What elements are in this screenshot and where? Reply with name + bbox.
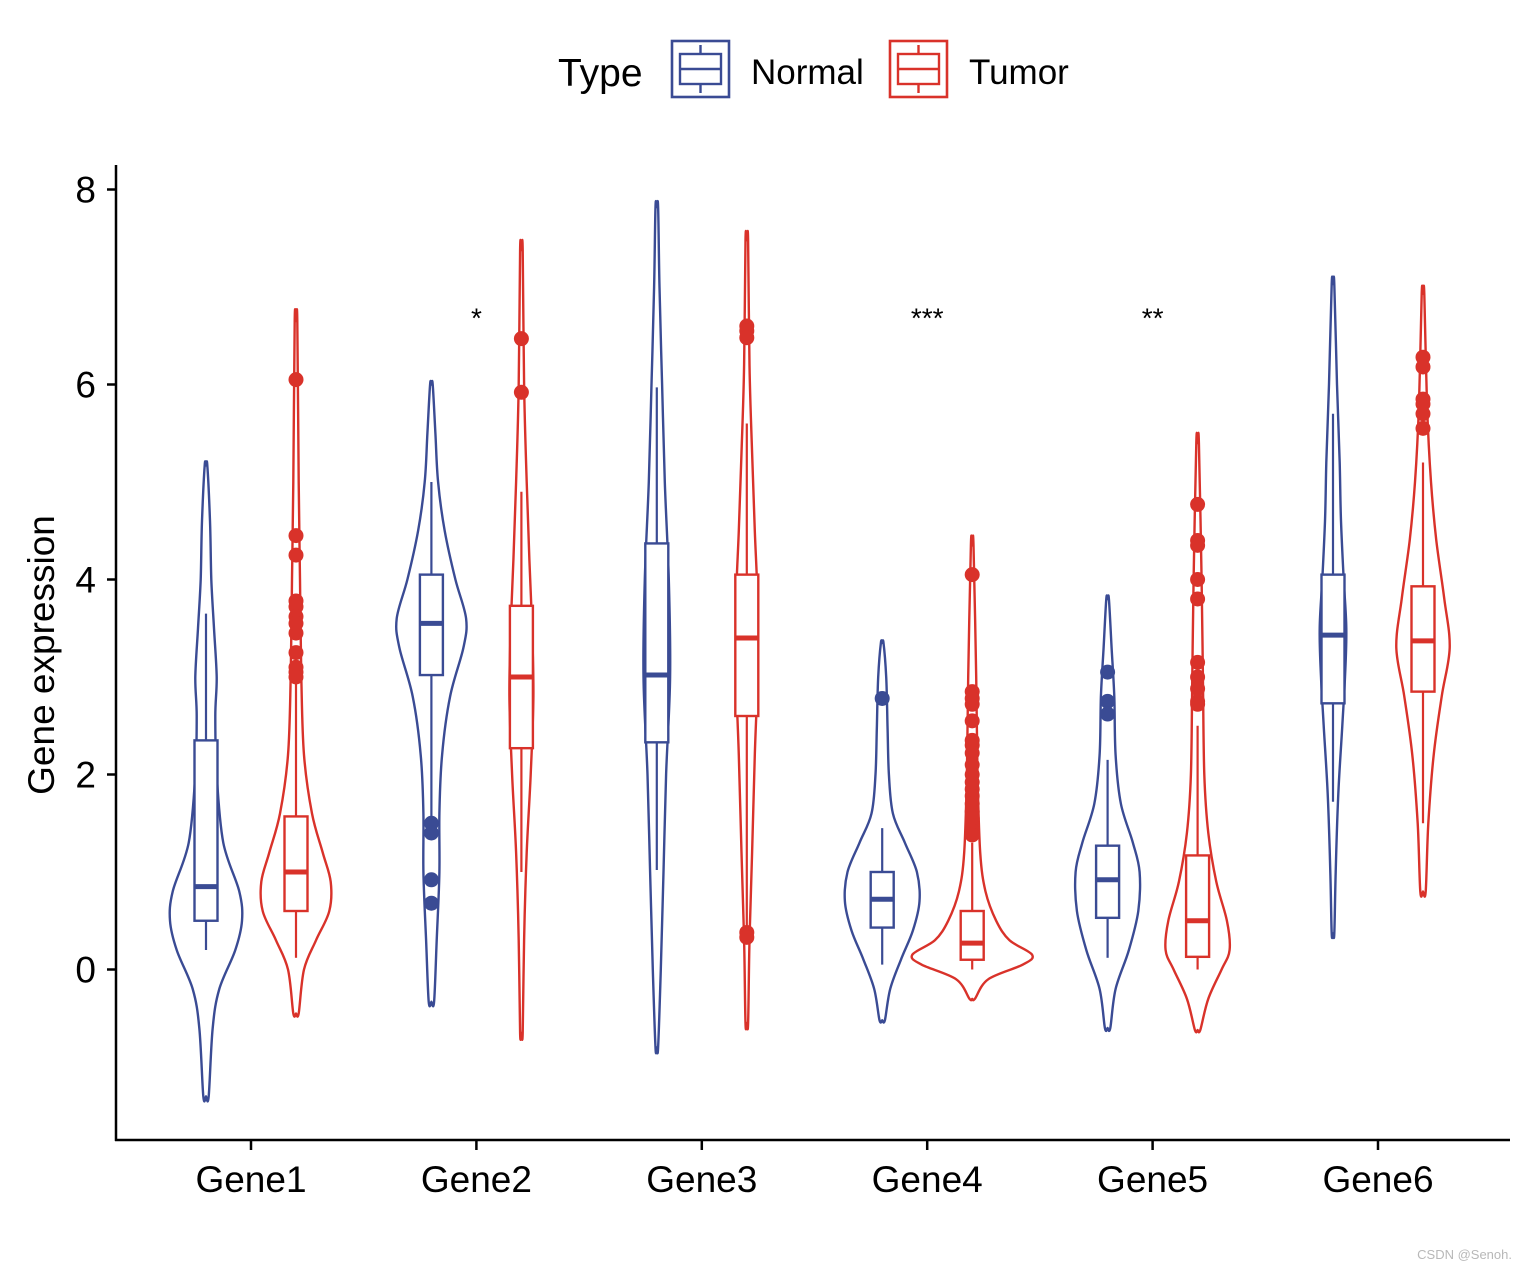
legend: Type Normal Tumor <box>558 39 1069 99</box>
tumor-outlier-point <box>964 567 980 583</box>
normal-outlier-point <box>1100 693 1116 709</box>
normal-group-gene2 <box>394 379 468 1008</box>
x-tick-label: Gene1 <box>195 1159 306 1200</box>
normal-violin <box>1073 594 1142 1033</box>
tumor-outlier-point <box>1190 696 1206 712</box>
normal-outlier-point <box>423 872 439 888</box>
tumor-group-gene1 <box>259 308 333 1018</box>
tumor-violin <box>1164 431 1232 1034</box>
tumor-violin <box>734 229 759 1031</box>
normal-violin <box>394 379 468 1008</box>
tumor-outlier-point <box>288 669 304 685</box>
legend-key-tumor <box>888 39 949 99</box>
tumor-outlier-point <box>288 625 304 641</box>
tumor-outlier-point <box>1190 572 1206 587</box>
y-axis-label: Gene expression <box>21 515 62 795</box>
normal-group-gene3 <box>642 199 672 1055</box>
y-tick-label: 8 <box>75 170 96 211</box>
tumor-group-gene4 <box>910 534 1034 1002</box>
legend-title: Type <box>558 52 643 95</box>
tumor-outlier-point <box>288 547 304 563</box>
tumor-outlier-point <box>1415 359 1431 375</box>
tumor-violin <box>259 308 333 1018</box>
normal-box <box>644 542 670 744</box>
significance-label-gene2: * <box>471 302 482 333</box>
legend-key-normal <box>670 39 731 99</box>
plot-area: * *** ** <box>168 199 1451 1103</box>
normal-outlier-point <box>423 895 439 911</box>
tumor-outlier-point <box>1190 591 1206 607</box>
normal-group-gene4 <box>843 639 921 1024</box>
tumor-outlier-point <box>1190 681 1206 697</box>
tumor-outlier-point <box>1190 537 1206 553</box>
tumor-outlier-point <box>964 827 980 843</box>
x-tick-label: Gene5 <box>1097 1159 1208 1200</box>
tumor-outlier-point <box>1415 406 1431 422</box>
tumor-outlier-point <box>288 528 304 544</box>
tumor-group-gene6 <box>1395 284 1451 898</box>
tumor-violin <box>910 534 1034 1002</box>
tumor-outlier-point <box>964 713 980 729</box>
normal-box <box>193 739 219 922</box>
tumor-outlier-point <box>288 645 304 661</box>
tumor-box <box>959 909 985 961</box>
normal-outlier-point <box>423 825 439 841</box>
normal-outlier-point <box>1100 664 1116 680</box>
legend-label-normal: Normal <box>751 53 864 92</box>
tumor-outlier-point <box>739 330 755 346</box>
normal-outlier-point <box>1100 706 1116 722</box>
tumor-box <box>734 573 760 718</box>
normal-outlier-point <box>874 690 890 706</box>
tumor-outlier-point <box>739 929 755 945</box>
normal-violin <box>843 639 921 1024</box>
tumor-outlier-point <box>1190 496 1206 512</box>
significance-label-gene5: ** <box>1142 302 1164 333</box>
normal-group-gene1 <box>168 460 244 1103</box>
normal-box <box>1320 573 1346 705</box>
tumor-box <box>1184 854 1211 959</box>
significance-label-gene4: *** <box>911 302 944 333</box>
tumor-outlier-point <box>1190 654 1206 670</box>
y-tick-label: 2 <box>75 755 96 796</box>
tumor-outlier-point <box>1190 669 1206 685</box>
y-tick-label: 6 <box>75 365 96 406</box>
normal-group-gene6 <box>1318 275 1348 940</box>
x-tick-label: Gene4 <box>872 1159 983 1200</box>
tumor-outlier-point <box>1415 420 1431 436</box>
tumor-group-gene2 <box>508 238 535 1041</box>
normal-violin <box>642 199 672 1055</box>
x-tick-label: Gene6 <box>1322 1159 1433 1200</box>
tumor-outlier-point <box>964 696 980 712</box>
tumor-group-gene5 <box>1164 431 1232 1034</box>
legend-label-tumor: Tumor <box>969 53 1069 92</box>
normal-group-gene5 <box>1073 594 1142 1033</box>
tumor-outlier-point <box>964 745 980 761</box>
x-tick-label: Gene2 <box>421 1159 532 1200</box>
y-tick-label: 4 <box>75 560 96 601</box>
tumor-box <box>283 815 309 913</box>
tumor-outlier-point <box>288 372 304 388</box>
normal-violin <box>168 460 244 1103</box>
normal-violin <box>1318 275 1348 940</box>
tumor-group-gene3 <box>734 229 760 1031</box>
watermark: CSDN @Senoh. <box>1417 1247 1512 1262</box>
tumor-outlier-point <box>513 384 529 400</box>
tumor-outlier-point <box>513 331 529 347</box>
tumor-violin <box>1395 284 1451 898</box>
y-tick-label: 0 <box>75 950 96 991</box>
axes: 0 2 4 6 8 Gene1 Gene2 Gene3 Gene4 Gene5 Gene6 Gene … <box>21 165 1510 1200</box>
x-tick-label: Gene3 <box>646 1159 757 1200</box>
tumor-violin <box>508 238 535 1041</box>
